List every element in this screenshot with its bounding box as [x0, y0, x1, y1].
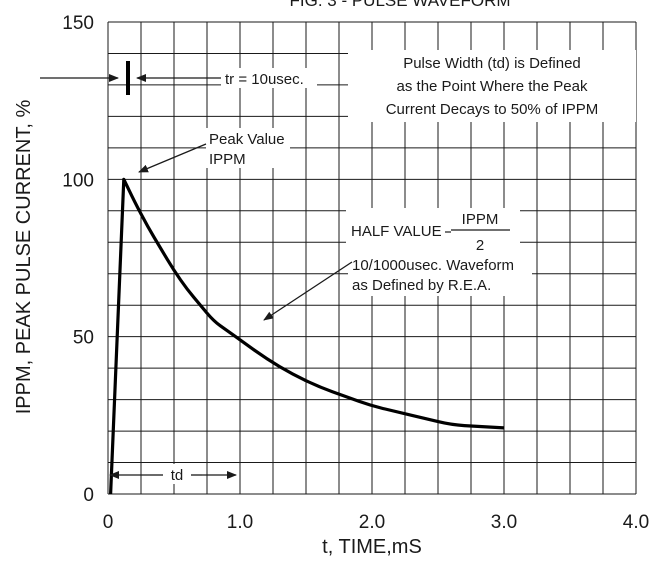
y-tick-labels: 0 50 100 150	[62, 13, 94, 506]
svg-text:Pulse Width (td) is Defined: Pulse Width (td) is Defined	[403, 55, 581, 72]
y-axis-label: IPPM, PEAK PULSE CURRENT, %	[13, 100, 35, 415]
half-value-annotation: HALF VALUE IPPM 2	[346, 208, 520, 254]
y-tick-label: 50	[73, 328, 94, 349]
svg-text:HALF VALUE: HALF VALUE	[351, 223, 442, 240]
series-line	[109, 177, 505, 495]
svg-text:2: 2	[476, 237, 484, 254]
svg-text:Current Decays to 50% of IPPM: Current Decays to 50% of IPPM	[386, 101, 599, 118]
x-tick-label: 4.0	[623, 512, 649, 533]
svg-text:tr = 10usec.: tr = 10usec.	[225, 71, 304, 88]
svg-text:as Defined by R.E.A.: as Defined by R.E.A.	[352, 277, 491, 294]
waveform-annotation: 10/1000usec. Waveform as Defined by R.E.…	[263, 254, 532, 321]
y-tick-label: 0	[83, 485, 94, 506]
svg-text:10/1000usec. Waveform: 10/1000usec. Waveform	[352, 257, 514, 274]
svg-text:IPPM: IPPM	[209, 151, 246, 168]
svg-text:as the Point Where the Peak: as the Point Where the Peak	[397, 78, 588, 95]
svg-text:Peak Value: Peak Value	[209, 131, 285, 148]
rise-time-annotation: tr = 10usec.	[40, 61, 317, 95]
x-axis-label: t, TIME,mS	[322, 536, 422, 558]
pulse-width-annotation: Pulse Width (td) is Defined as the Point…	[348, 50, 636, 122]
svg-text:td: td	[171, 467, 184, 484]
x-tick-labels: 0 1.0 2.0 3.0 4.0	[103, 512, 650, 533]
x-tick-label: 1.0	[227, 512, 253, 533]
x-tick-label: 2.0	[359, 512, 385, 533]
peak-value-annotation: Peak Value IPPM	[138, 128, 290, 173]
svg-text:IPPM: IPPM	[462, 211, 499, 228]
td-annotation: td	[109, 464, 237, 484]
y-tick-label: 100	[62, 170, 94, 191]
y-tick-label: 150	[62, 13, 94, 34]
x-tick-label: 0	[103, 512, 114, 533]
chart-title: FIG. 3 - PULSE WAVEFORM	[289, 0, 510, 10]
x-tick-label: 3.0	[491, 512, 517, 533]
